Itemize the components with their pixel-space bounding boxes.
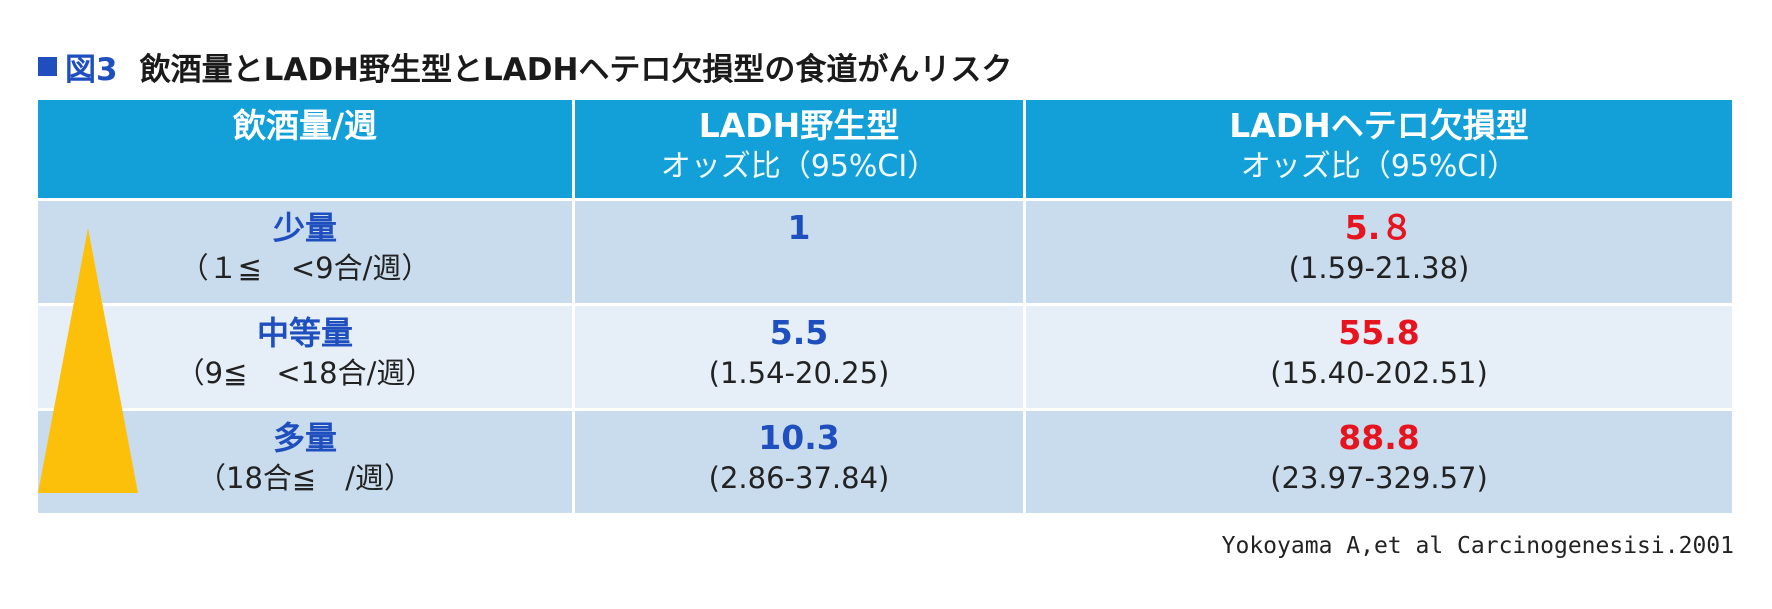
increasing-amount-triangle [38, 228, 138, 493]
row-low-level: 少量 （１≦ <9合/週） [38, 201, 572, 303]
level-label: 中等量 [256, 314, 353, 352]
row-heavy-level: 多量 （18合≦ /週） [38, 411, 572, 513]
figure-number: 図3 [65, 51, 118, 88]
level-label: 少量 [272, 209, 337, 247]
row-moderate-hetero: 55.8 (15.40-202.51) [1026, 306, 1732, 408]
row-low-wild: 1 [575, 201, 1023, 303]
hetero-ci: (15.40-202.51) [1270, 356, 1488, 390]
figure-title: 図3 飲酒量とLADH野生型とLADHヘテロ欠損型の食道がんリスク [38, 44, 1012, 88]
figure-title-text: 飲酒量とLADH野生型とLADHヘテロ欠損型の食道がんリスク [139, 51, 1013, 88]
title-square-marker [38, 56, 57, 76]
header-ladh-wild-type-sub: オッズ比（95%CI） [660, 149, 938, 184]
level-range: （１≦ <9合/週） [179, 251, 431, 285]
level-range: （18合≦ /週） [197, 461, 413, 495]
hetero-odds-ratio: 55.8 [1338, 313, 1420, 352]
citation: Yokoyama A,et al Carcinogenesisi.2001 [1221, 533, 1734, 559]
header-drinking-amount-label: 飲酒量/週 [232, 106, 378, 145]
header-ladh-hetero-deficient: LADHヘテロ欠損型 オッズ比（95%CI） [1026, 100, 1732, 198]
hetero-odds-ratio: 88.8 [1338, 418, 1420, 457]
wild-ci: (2.86-37.84) [708, 461, 890, 495]
header-ladh-wild-type-label: LADH野生型 [698, 106, 900, 145]
level-range: （9≦ <18合/週） [175, 356, 435, 390]
odds-ratio-table: 飲酒量/週 LADH野生型 オッズ比（95%CI） LADHヘテロ欠損型 オッズ… [38, 100, 1732, 515]
wild-odds-ratio: 10.3 [758, 418, 840, 457]
row-moderate-wild: 5.5 (1.54-20.25) [575, 306, 1023, 408]
wild-odds-ratio: 5.5 [769, 313, 829, 352]
hetero-odds-ratio: 5.８ [1344, 208, 1414, 247]
hetero-ci: (1.59-21.38) [1288, 251, 1470, 285]
header-ladh-hetero-sub: オッズ比（95%CI） [1240, 149, 1518, 184]
row-moderate-level: 中等量 （9≦ <18合/週） [38, 306, 572, 408]
triangle-shape [38, 228, 138, 493]
wild-odds-ratio: 1 [787, 208, 811, 247]
row-heavy-hetero: 88.8 (23.97-329.57) [1026, 411, 1732, 513]
wild-ci: (1.54-20.25) [708, 356, 890, 390]
row-low-hetero: 5.８ (1.59-21.38) [1026, 201, 1732, 303]
header-ladh-wild-type: LADH野生型 オッズ比（95%CI） [575, 100, 1023, 198]
header-ladh-hetero-label: LADHヘテロ欠損型 [1229, 106, 1529, 145]
hetero-ci: (23.97-329.57) [1270, 461, 1488, 495]
header-drinking-amount: 飲酒量/週 [38, 100, 572, 198]
level-label: 多量 [272, 419, 337, 457]
row-heavy-wild: 10.3 (2.86-37.84) [575, 411, 1023, 513]
